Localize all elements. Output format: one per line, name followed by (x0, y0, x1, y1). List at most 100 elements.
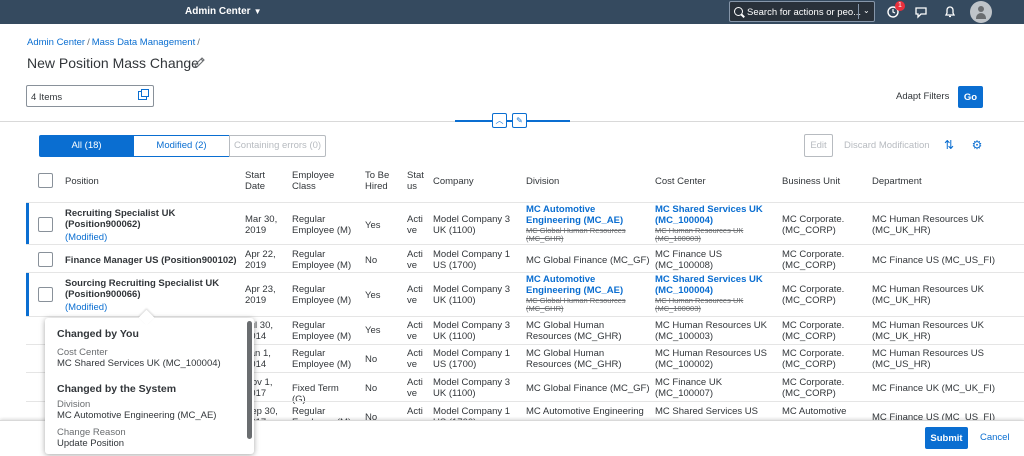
cancel-button[interactable]: Cancel (980, 432, 1010, 443)
changed-by-you-heading: Changed by You (57, 328, 139, 340)
row5-to-be-hired: No (365, 354, 378, 365)
column-header-start-date[interactable]: Start Date (245, 170, 266, 192)
row5-employee-class: Regular Employee (M) (292, 348, 352, 370)
shell-title: Admin Center (185, 6, 251, 17)
row-checkbox[interactable] (38, 287, 53, 302)
row1-start-date: Mar 30, 2019 (245, 214, 278, 236)
column-header-to-be-hired[interactable]: To Be Hired (365, 170, 390, 192)
row6-to-be-hired: No (365, 383, 378, 394)
row-divider (26, 344, 1024, 345)
division-label: Division (57, 399, 91, 410)
collapse-header-button[interactable]: ︿ (492, 113, 507, 128)
row4-employee-class: Regular Employee (M) (292, 320, 352, 342)
column-header-status[interactable]: Status (407, 170, 424, 192)
alerts-button[interactable] (941, 3, 959, 21)
row6-company: Model Company 3 UK (1100) (433, 377, 511, 399)
row1-business-unit: MC Corporate. (MC_CORP) (782, 214, 845, 236)
row3-cost-center-old: MC Human Resources UK (MC_100003) (655, 296, 744, 313)
row4-status: Active (407, 320, 423, 342)
column-header-position[interactable]: Position (65, 176, 99, 187)
change-reason-value: Update Position (57, 438, 125, 449)
bell-icon (887, 6, 899, 18)
pin-header-button[interactable]: ✎ (512, 113, 527, 128)
row6-business-unit: MC Corporate. (MC_CORP) (782, 377, 845, 399)
row1-division-old: MC Global Human Resources (MC_GHR) (526, 226, 626, 243)
row3-modified-link[interactable]: (Modified) (65, 302, 108, 313)
breadcrumb-mass-data-management[interactable]: Mass Data Management (91, 37, 196, 48)
row2-department: MC Finance US (MC_US_FI) (872, 255, 995, 266)
modified-row-marker (26, 203, 29, 244)
header-row-divider (26, 202, 1024, 203)
row-divider (26, 316, 1024, 317)
row-checkbox[interactable] (38, 252, 53, 267)
segment-containing-errors[interactable]: Containing errors (0) (229, 135, 326, 157)
adapt-filters-button[interactable]: Adapt Filters (896, 91, 950, 102)
column-header-cost-center[interactable]: Cost Center (655, 176, 706, 187)
division-value: MC Automotive Engineering (MC_AE) (57, 410, 217, 421)
row7-cost-center: MC Shared Services US (655, 406, 758, 417)
user-avatar[interactable] (970, 1, 992, 23)
go-button[interactable]: Go (958, 86, 983, 108)
submit-button[interactable]: Submit (925, 427, 968, 449)
row5-cost-center: MC Human Resources US (MC_100002) (655, 348, 767, 370)
row-divider (26, 401, 1024, 402)
row1-status: Active (407, 214, 423, 236)
segment-all[interactable]: All (18) (39, 135, 134, 157)
column-header-business-unit[interactable]: Business Unit (782, 176, 841, 187)
row4-company: Model Company 3 UK (1100) (433, 320, 511, 342)
row3-division-old: MC Global Human Resources (MC_GHR) (526, 296, 626, 313)
notifications-button[interactable]: 1 (884, 1, 905, 21)
search-divider (858, 4, 859, 19)
pencil-icon[interactable] (193, 57, 205, 69)
column-header-division[interactable]: Division (526, 176, 560, 187)
row6-cost-center: MC Finance UK (MC_100007) (655, 377, 723, 399)
notification-badge: 1 (895, 1, 905, 11)
column-header-employee-class[interactable]: Employee Class (292, 170, 335, 192)
row3-position: Sourcing Recruiting Specialist UK (Posit… (65, 278, 220, 300)
row1-position: Recruiting Specialist UK (Position900062… (65, 208, 176, 230)
row6-employee-class: Fixed Term (G) (292, 383, 339, 405)
popover-arrow (138, 309, 155, 326)
row2-employee-class: Regular Employee (M) (292, 249, 352, 271)
popover-scrollbar[interactable] (247, 321, 252, 439)
changed-by-system-heading: Changed by the System (57, 383, 177, 395)
row2-position: Finance Manager US (Position900102) (65, 255, 237, 266)
breadcrumb-separator: / (197, 37, 200, 48)
row4-department: MC Human Resources UK (MC_UK_HR) (872, 320, 984, 342)
row-checkbox[interactable] (38, 217, 53, 232)
pin-icon: ✎ (516, 116, 523, 125)
search-scope-chevron-icon[interactable]: ⌄ (863, 6, 870, 15)
row2-status: Active (407, 249, 423, 271)
segment-modified[interactable]: Modified (2) (133, 135, 230, 157)
column-header-company[interactable]: Company (433, 176, 474, 187)
value-help-icon[interactable] (138, 89, 149, 100)
row3-to-be-hired: Yes (365, 290, 381, 301)
row5-status: Active (407, 348, 423, 370)
row4-division: MC Global Human Resources (MC_GHR) (526, 320, 622, 342)
row1-employee-class: Regular Employee (M) (292, 214, 352, 236)
bell-icon (944, 6, 956, 18)
discard-modification-button[interactable]: Discard Modification (844, 140, 930, 151)
row1-modified-link[interactable]: (Modified) (65, 232, 108, 243)
gear-icon[interactable]: ⚙ (971, 138, 983, 152)
row1-company: Model Company 3 UK (1100) (433, 214, 511, 236)
column-header-department[interactable]: Department (872, 176, 922, 187)
row2-start-date: Apr 22, 2019 (245, 249, 276, 271)
sort-icon[interactable]: ⇅ (943, 138, 955, 152)
search-input[interactable]: Search for actions or peo... (747, 7, 862, 18)
chat-icon (915, 7, 927, 19)
global-search[interactable]: Search for actions or peo... ⌄ (729, 1, 875, 22)
row3-department: MC Human Resources UK (MC_UK_HR) (872, 284, 984, 306)
row2-division: MC Global Finance (MC_GF) (526, 255, 650, 266)
select-all-checkbox[interactable] (38, 173, 53, 188)
row6-status: Active (407, 377, 423, 399)
shell-title-menu[interactable]: Admin Center ▼ (185, 6, 261, 17)
breadcrumb-admin-center[interactable]: Admin Center (27, 37, 86, 48)
row1-to-be-hired: Yes (365, 220, 381, 231)
feedback-button[interactable] (912, 3, 930, 21)
edit-button[interactable]: Edit (804, 134, 833, 157)
row3-start-date: Apr 23, 2019 (245, 284, 276, 306)
row5-department: MC Human Resources US (MC_US_HR) (872, 348, 984, 370)
row6-department: MC Finance UK (MC_UK_FI) (872, 383, 995, 394)
items-filter-field[interactable]: 4 Items (26, 85, 154, 107)
